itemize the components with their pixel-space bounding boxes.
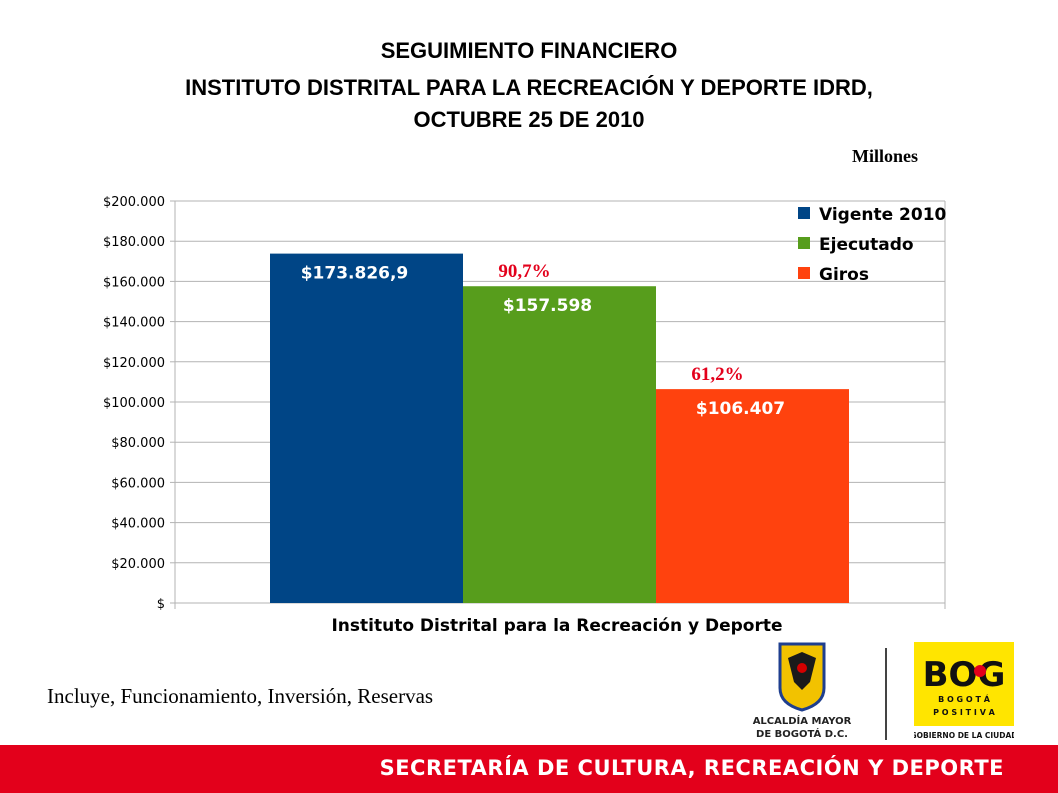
alcaldia-bogota-logo: ALCALDÍA MAYOR DE BOGOTÁ D.C.	[753, 642, 852, 740]
x-axis-label: Instituto Distrital para la Recreación y…	[331, 616, 782, 636]
percent-annotation: 61,2%	[691, 364, 743, 385]
bars: $173.826,9 $157.598 90,7% $106.407 61,2%	[270, 253, 849, 604]
y-tick-label: $100.000	[103, 396, 165, 411]
bar-value-label: $106.407	[696, 399, 785, 419]
footnote: Incluye, Funcionamiento, Inversión, Rese…	[47, 684, 434, 708]
y-tick-label: $120.000	[103, 356, 165, 371]
chart-title-line1: SEGUIMIENTO FINANCIERO	[380, 38, 678, 63]
legend-swatch	[798, 267, 810, 279]
y-tick-label: $200.000	[103, 195, 165, 210]
bog-line2: P O S I T I V A	[933, 708, 996, 717]
legend-swatch	[798, 207, 810, 219]
y-tick-label: $40.000	[111, 517, 165, 532]
footer-text: SECRETARÍA DE CULTURA, RECREACIÓN Y DEPO…	[379, 756, 1004, 780]
footer-bar: SECRETARÍA DE CULTURA, RECREACIÓN Y DEPO…	[0, 745, 1058, 793]
y-tick-label: $160.000	[103, 275, 165, 290]
alcaldia-text-line2: DE BOGOTÁ D.C.	[756, 727, 848, 740]
y-axis-ticks: $ $20.000 $40.000 $60.000 $80.000 $100.000 $12…	[103, 195, 165, 612]
y-tick-label: $	[157, 597, 165, 612]
logo-divider	[885, 648, 887, 740]
legend-swatch	[798, 237, 810, 249]
y-tick-label: $20.000	[111, 557, 165, 572]
y-tick-label: $180.000	[103, 235, 165, 250]
legend: Vigente 2010 Ejecutado Giros	[798, 205, 947, 285]
units-label: Millones	[852, 146, 918, 166]
percent-annotation: 90,7%	[498, 261, 550, 282]
bar-2	[463, 286, 656, 603]
chart-title-line2: INSTITUTO DISTRITAL PARA LA RECREACIÓN Y…	[185, 75, 873, 100]
bar-value-label: $157.598	[503, 296, 592, 316]
bar-value-label: $173.826,9	[301, 264, 409, 284]
bar-chart: $ $20.000 $40.000 $60.000 $80.000 $100.000 $12…	[103, 195, 947, 636]
bog-line1: B O G O T Á	[938, 693, 991, 704]
bogota-positiva-logo: BOG B O G O T Á P O S I T I V A GOBIERNO…	[914, 642, 1014, 740]
y-tick-label: $140.000	[103, 316, 165, 331]
bar-1	[270, 253, 463, 604]
legend-label: Ejecutado	[819, 235, 914, 255]
bog-caption: GOBIERNO DE LA CIUDAD	[914, 731, 1014, 740]
legend-label: Giros	[819, 265, 869, 285]
legend-label: Vigente 2010	[819, 205, 947, 225]
alcaldia-text-line1: ALCALDÍA MAYOR	[753, 714, 852, 727]
bog-main-text: BOG	[923, 655, 1006, 695]
chart-title-line3: OCTUBRE 25 DE 2010	[413, 107, 645, 132]
bar-3	[656, 389, 849, 603]
y-tick-label: $60.000	[111, 476, 165, 491]
y-tick-label: $80.000	[111, 436, 165, 451]
